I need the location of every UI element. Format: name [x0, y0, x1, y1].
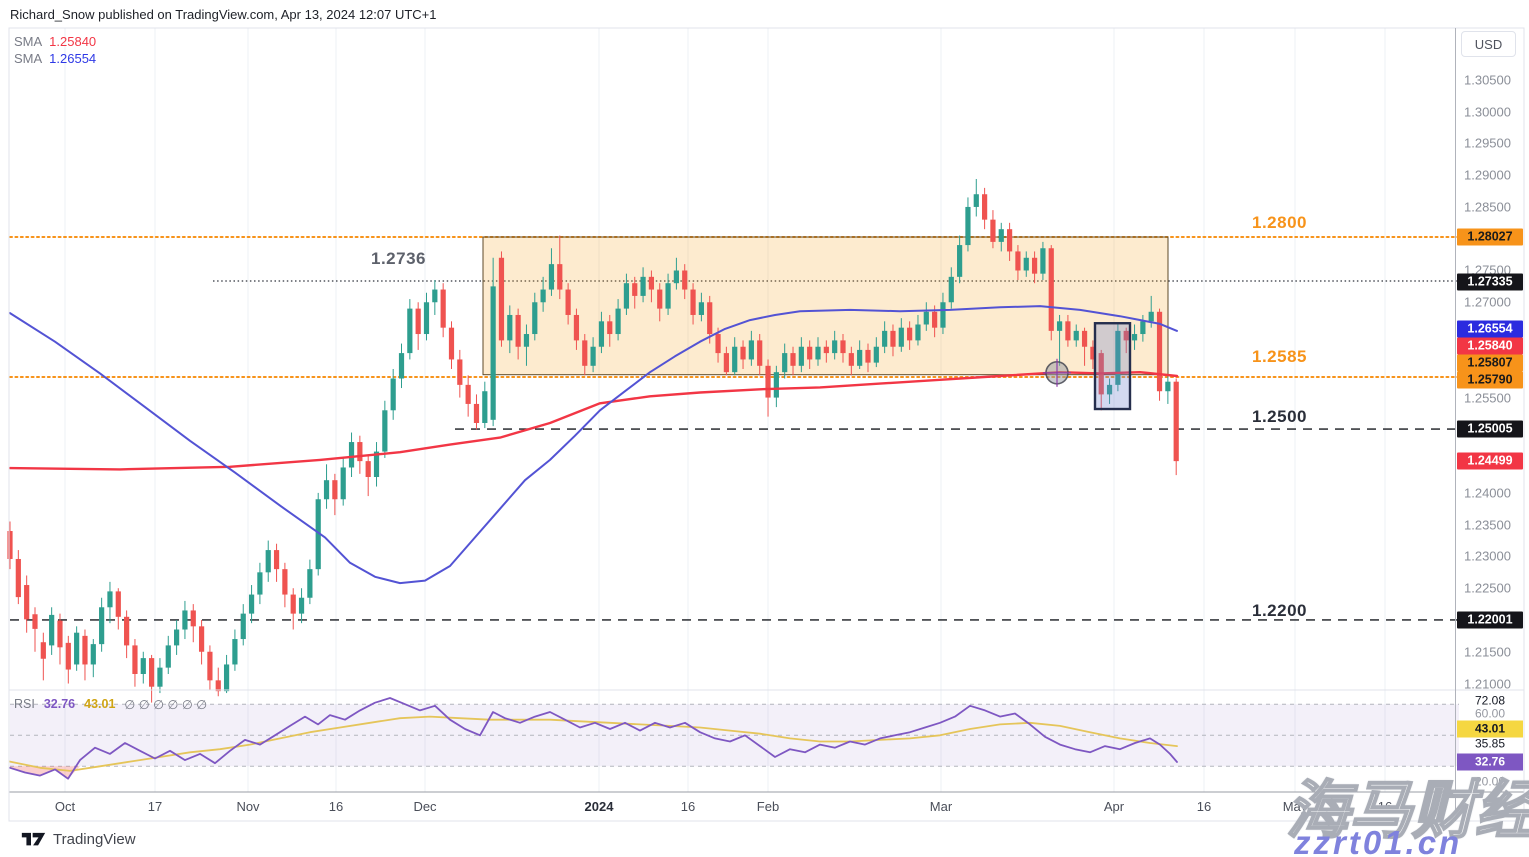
price-note-12800: 1.2800 [1252, 213, 1307, 232]
time-tick-16: 16 [680, 799, 696, 814]
price-tick: 1.29500 [1464, 135, 1511, 151]
price-tick: 1.21000 [1464, 676, 1511, 692]
price-value-level-25790: 1.25790 [1457, 371, 1523, 389]
currency-toggle-button[interactable]: USD [1461, 31, 1516, 57]
price-note-12585: 1.2585 [1252, 347, 1307, 366]
sma-fast-value: 1.25840 [49, 34, 97, 49]
price-tick: 1.30000 [1464, 104, 1511, 120]
rsi-value-rsi-based-ma: 43.01 [1457, 720, 1523, 738]
price-tick: 1.23500 [1464, 517, 1511, 533]
rsi-ma-value: 43.01 [84, 697, 116, 711]
rsi-value: 32.76 [43, 697, 76, 711]
price-value-sma-slow: 1.26554 [1457, 320, 1523, 338]
price-value-last-price: 1.24499 [1457, 452, 1523, 470]
time-tick-dec: Dec [413, 799, 437, 814]
indicator-legend: SMA 1.25840 SMA 1.26554 [14, 33, 96, 67]
time-tick-16: 16 [328, 799, 344, 814]
rsi-value-rsi-20: 20.00 [1474, 774, 1506, 789]
rsi-label: RSI [14, 697, 35, 711]
rsi-value-regular-bearish: 72.08 [1474, 693, 1506, 708]
time-tick-nov: Nov [236, 799, 260, 814]
time-tick-oct: Oct [54, 799, 76, 814]
price-tick: 1.29000 [1464, 167, 1511, 183]
time-tick-feb: Feb [756, 799, 780, 814]
rsi-value-regular-bullish: 35.85 [1474, 736, 1506, 751]
tradingview-logo[interactable]: TradingView [21, 831, 136, 848]
price-tick: 1.23000 [1464, 548, 1511, 564]
rsi-value-rsi-last: 32.76 [1457, 753, 1523, 771]
time-tick-2024: 2024 [584, 799, 614, 814]
price-tick: 1.30500 [1464, 72, 1511, 88]
time-tick-16: 16 [1196, 799, 1212, 814]
time-tick-apr: Apr [1103, 799, 1125, 814]
time-tick-mar: Mar [929, 799, 953, 814]
rsi-empty-values: ∅ ∅ ∅ ∅ ∅ ∅ [124, 698, 208, 712]
sma-slow-value: 1.26554 [49, 51, 97, 66]
price-note-12500: 1.2500 [1252, 407, 1307, 426]
price-value-level-high: 1.28027 [1457, 228, 1523, 246]
price-tick: 1.27000 [1464, 294, 1511, 310]
tradingview-logo-text: TradingView [53, 831, 136, 848]
sma-fast-label: SMA [14, 34, 43, 49]
price-value-level-22001: 1.22001 [1457, 611, 1523, 629]
rsi-value-rsi-60: 60.00 [1474, 706, 1506, 721]
time-tick-16: 16 [1377, 799, 1393, 814]
time-tick-may: May [1282, 799, 1308, 814]
legend-sma-fast[interactable]: SMA 1.25840 [14, 33, 96, 50]
price-value-level-25005: 1.25005 [1457, 420, 1523, 438]
price-tick: 1.28500 [1464, 199, 1511, 215]
price-tick: 1.21500 [1464, 644, 1511, 660]
price-value-level-27335: 1.27335 [1457, 273, 1523, 291]
price-tick: 1.24000 [1464, 485, 1511, 501]
legend-sma-slow[interactable]: SMA 1.26554 [14, 50, 96, 67]
price-value-level-25807: 1.25807 [1457, 354, 1523, 372]
publish-byline: Richard_Snow published on TradingView.co… [10, 7, 437, 22]
price-tick: 1.22500 [1464, 580, 1511, 596]
price-note-12736: 1.2736 [371, 249, 426, 268]
tradingview-logo-icon [21, 832, 46, 846]
price-value-sma-fast: 1.25840 [1457, 337, 1523, 355]
rsi-legend[interactable]: RSI 32.76 43.01 ∅ ∅ ∅ ∅ ∅ ∅ [14, 697, 207, 712]
time-tick-17: 17 [147, 799, 163, 814]
sma-slow-label: SMA [14, 51, 43, 66]
price-tick: 1.25500 [1464, 390, 1511, 406]
price-note-12200: 1.2200 [1252, 601, 1307, 620]
